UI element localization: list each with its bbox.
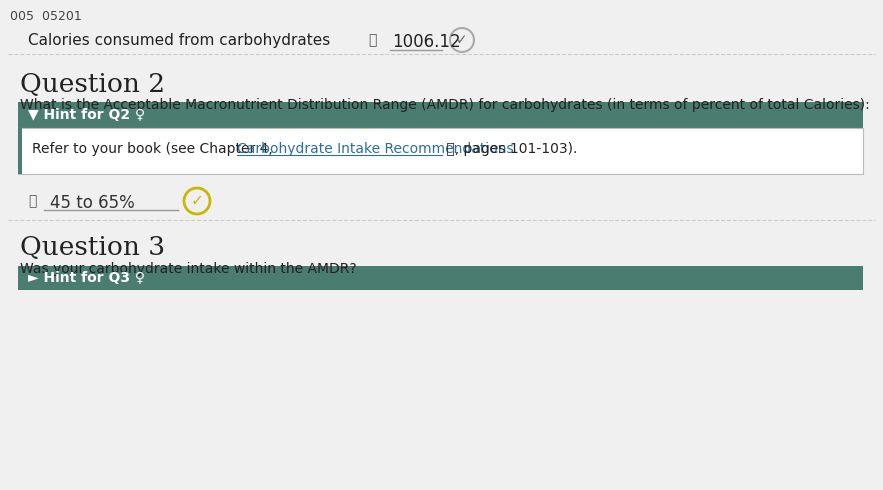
Text: Question 2: Question 2 — [20, 72, 165, 97]
FancyBboxPatch shape — [18, 102, 863, 128]
Text: ✓: ✓ — [191, 194, 203, 209]
Text: ✓: ✓ — [457, 33, 468, 47]
Text: 🔒: 🔒 — [28, 194, 36, 208]
Text: 005  05201: 005 05201 — [10, 10, 82, 23]
Text: Calories consumed from carbohydrates: Calories consumed from carbohydrates — [28, 33, 330, 48]
Text: 45 to 65%: 45 to 65% — [50, 194, 135, 212]
Text: What is the Acceptable Macronutrient Distribution Range (AMDR) for carbohydrates: What is the Acceptable Macronutrient Dis… — [20, 98, 870, 112]
Text: Carbohydrate Intake Recommendations: Carbohydrate Intake Recommendations — [237, 142, 513, 156]
Text: Question 3: Question 3 — [20, 235, 165, 260]
FancyBboxPatch shape — [18, 128, 863, 174]
Text: ⧉, pages 101-103).: ⧉, pages 101-103). — [442, 142, 577, 156]
Text: ► Hint for Q3 ♀: ► Hint for Q3 ♀ — [28, 271, 145, 285]
Text: 1006.12: 1006.12 — [392, 33, 461, 51]
Text: Was your carbohydrate intake within the AMDR?: Was your carbohydrate intake within the … — [20, 262, 357, 276]
Text: 🔒: 🔒 — [368, 33, 376, 47]
FancyBboxPatch shape — [18, 266, 863, 290]
Text: ▼ Hint for Q2 ♀: ▼ Hint for Q2 ♀ — [28, 108, 145, 122]
Text: Refer to your book (see Chapter 4,: Refer to your book (see Chapter 4, — [32, 142, 277, 156]
FancyBboxPatch shape — [18, 128, 22, 174]
